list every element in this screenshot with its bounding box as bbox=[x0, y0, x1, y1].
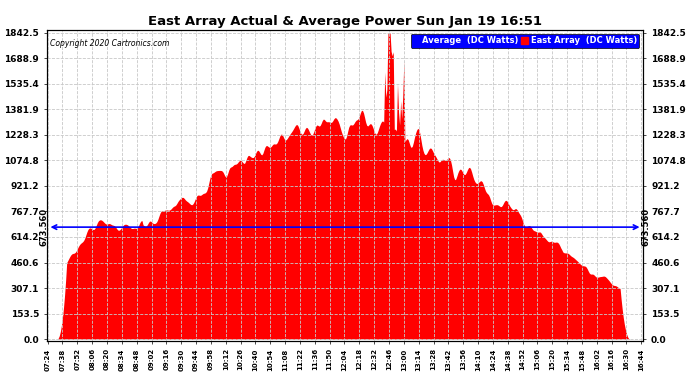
Legend: Average  (DC Watts), East Array  (DC Watts): Average (DC Watts), East Array (DC Watts… bbox=[411, 34, 639, 48]
Text: 673.560: 673.560 bbox=[641, 208, 650, 246]
Text: 673.560: 673.560 bbox=[40, 208, 49, 246]
Title: East Array Actual & Average Power Sun Jan 19 16:51: East Array Actual & Average Power Sun Ja… bbox=[148, 15, 542, 28]
Text: Copyright 2020 Cartronics.com: Copyright 2020 Cartronics.com bbox=[50, 39, 169, 48]
